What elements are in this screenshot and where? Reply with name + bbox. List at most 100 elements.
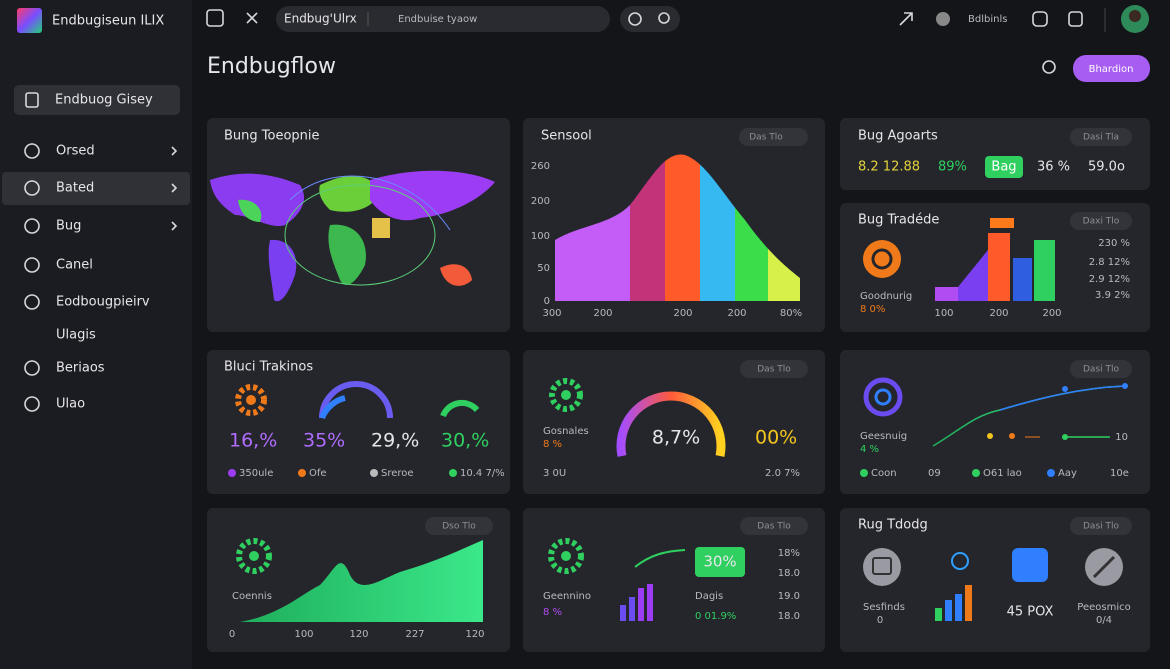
icon bbox=[236, 538, 272, 574]
footer: 3 0U bbox=[543, 468, 566, 479]
stat: Bag bbox=[991, 160, 1016, 175]
legend-dot bbox=[370, 469, 378, 477]
primary-button[interactable] bbox=[1073, 55, 1150, 82]
legend-label: 350ule bbox=[239, 468, 273, 479]
filter-badge[interactable] bbox=[1070, 517, 1132, 535]
filter-badge[interactable] bbox=[740, 360, 808, 378]
icon bbox=[872, 557, 892, 575]
avatar-head bbox=[1129, 10, 1141, 22]
x-tick-label: 200 bbox=[989, 308, 1008, 319]
gauge bbox=[616, 391, 726, 457]
address: Endbuise tyaow bbox=[398, 14, 477, 25]
item-sub: 0/4 bbox=[1096, 615, 1112, 626]
bars bbox=[620, 584, 653, 621]
nav-item[interactable]: Ulagis bbox=[56, 328, 96, 343]
label: Gosnales bbox=[543, 426, 589, 437]
close-icon[interactable] bbox=[246, 12, 258, 24]
badge-label: Dso Tlo bbox=[442, 522, 476, 532]
nav-item[interactable]: Ulao bbox=[56, 397, 85, 412]
logo bbox=[17, 8, 42, 33]
icon[interactable] bbox=[899, 12, 913, 26]
filter-badge[interactable] bbox=[1070, 360, 1132, 378]
address-bar[interactable] bbox=[276, 6, 610, 32]
panel-title: Bug Tradéde bbox=[858, 213, 939, 228]
y-tick-label: 200 bbox=[531, 196, 550, 207]
icon[interactable] bbox=[1032, 11, 1048, 27]
filter-badge[interactable] bbox=[425, 517, 493, 535]
sub-label: 8 % bbox=[543, 607, 562, 618]
nav-item[interactable]: Beriaos bbox=[56, 361, 105, 376]
icon bbox=[246, 395, 256, 405]
trend-line bbox=[634, 549, 686, 568]
search-icon[interactable] bbox=[658, 12, 670, 24]
search-text: Endbuog Gisey bbox=[55, 93, 153, 108]
nav-icon bbox=[24, 294, 40, 310]
badge-label: Dasi Tla bbox=[1083, 133, 1119, 143]
arc bbox=[440, 399, 480, 418]
tab-icon[interactable] bbox=[206, 9, 224, 27]
x-tick-label: 80% bbox=[780, 308, 802, 319]
legend-label: Coon bbox=[871, 468, 897, 479]
area bbox=[240, 540, 483, 622]
item-label: 45 POX bbox=[1007, 605, 1054, 620]
nav-item[interactable]: Orsed bbox=[56, 144, 95, 159]
search-box[interactable] bbox=[14, 85, 180, 115]
icon bbox=[951, 552, 969, 570]
stat: 29,% bbox=[371, 430, 419, 452]
nav-item[interactable]: Bug bbox=[56, 219, 81, 234]
arc bbox=[319, 381, 393, 419]
y-tick-label: 0 bbox=[544, 296, 550, 307]
panel-title: Bung Toeopnie bbox=[224, 129, 320, 144]
stats: 16,% 35% 29,% 30,% 350ule Ofe Sreroe 10.4 7/% bbox=[228, 430, 505, 479]
search-icon[interactable] bbox=[1042, 60, 1056, 74]
label: Goodnurig bbox=[860, 291, 912, 302]
trend-line bbox=[999, 385, 1126, 411]
nav-icon bbox=[24, 257, 40, 273]
point bbox=[1009, 433, 1015, 439]
x-tick-label: 120 bbox=[349, 629, 368, 640]
filter-badge[interactable] bbox=[739, 128, 808, 146]
filter-badge[interactable] bbox=[740, 517, 808, 535]
nav-icon bbox=[24, 360, 40, 376]
stat: 59.0o bbox=[1088, 160, 1125, 175]
highlight bbox=[695, 547, 745, 577]
badge-label: Dasi Tlo bbox=[1083, 365, 1119, 375]
filter-badge[interactable] bbox=[1070, 128, 1132, 146]
legend-dot bbox=[228, 469, 236, 477]
legend-label: O61 lao bbox=[983, 468, 1022, 479]
nav-item[interactable]: Canel bbox=[56, 258, 93, 273]
icon[interactable] bbox=[936, 12, 950, 26]
tab-title: Endbug'Ulrx bbox=[284, 12, 357, 26]
legend-label: Aay bbox=[1058, 468, 1077, 479]
icon bbox=[235, 384, 267, 416]
badge-label: Das Tlo bbox=[757, 365, 791, 375]
label: Geennino bbox=[543, 591, 591, 602]
icon[interactable] bbox=[1068, 11, 1083, 27]
filter-badge[interactable] bbox=[1070, 212, 1132, 230]
item-sub: 0 bbox=[877, 615, 883, 626]
nav-item[interactable]: Eodbougpieirv bbox=[56, 295, 150, 310]
panel bbox=[523, 350, 825, 494]
button-label: Bhardion bbox=[1089, 64, 1134, 75]
icon[interactable] bbox=[628, 12, 642, 26]
x-tick-label: 100 bbox=[934, 308, 953, 319]
point bbox=[1062, 386, 1068, 392]
page-title: Endbugflow bbox=[207, 54, 336, 79]
highlight-value: 30% bbox=[703, 553, 736, 571]
sub-label: 8 0% bbox=[860, 304, 885, 315]
bars bbox=[935, 585, 972, 621]
arc bbox=[319, 395, 346, 420]
value: 19.0 bbox=[778, 591, 800, 602]
panel-title: Bug Agoarts bbox=[858, 129, 938, 144]
value: 18.0 bbox=[778, 568, 800, 579]
nav-icon bbox=[24, 396, 40, 412]
nav-item[interactable]: Bated bbox=[56, 181, 94, 196]
legend-dot bbox=[298, 469, 306, 477]
x-tick-label: 100 bbox=[294, 629, 313, 640]
panel-title: Rug Tdodg bbox=[858, 518, 928, 533]
item-label: Peeosmico bbox=[1077, 602, 1130, 613]
gauge-value: 8,7% bbox=[652, 427, 700, 449]
items: Sesfinds 45 POX Peeosmico 0 0/4 bbox=[863, 602, 1131, 626]
icon bbox=[863, 548, 901, 586]
